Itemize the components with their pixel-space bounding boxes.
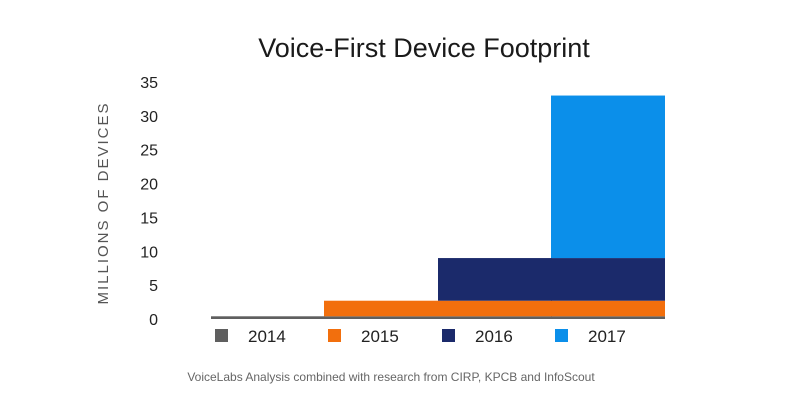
y-axis-label: MILLIONS OF DEVICES (95, 101, 112, 304)
bar-segment-2014-2014 (211, 316, 325, 319)
y-tick-label: 35 (140, 75, 158, 92)
bar-segment-2015-2014 (324, 316, 438, 319)
bar-segment-2017-2016 (551, 258, 665, 301)
legend-label-2017: 2017 (588, 327, 626, 346)
y-axis-ticks: 0 5 10 15 20 25 30 35 (140, 75, 158, 329)
bar-segment-2017-2017 (551, 95, 665, 259)
bar-segment-2016-2015 (438, 300, 552, 317)
legend-swatch-2016 (442, 329, 455, 342)
legend: 2014 2015 2016 2017 (215, 327, 626, 346)
bar-segment-2016-2014 (438, 316, 552, 319)
legend-label-2016: 2016 (475, 327, 513, 346)
y-tick-label: 15 (140, 210, 158, 227)
legend-swatch-2014 (215, 329, 228, 342)
y-tick-label: 30 (140, 109, 158, 126)
bar-segment-2016-2016 (438, 258, 552, 301)
bars (211, 95, 665, 319)
y-tick-label: 20 (140, 177, 158, 194)
y-tick-label: 25 (140, 143, 158, 160)
y-tick-label: 5 (149, 278, 158, 295)
y-tick-label: 0 (149, 312, 158, 329)
source-note: VoiceLabs Analysis combined with researc… (187, 370, 595, 384)
legend-swatch-2015 (328, 329, 341, 342)
legend-label-2014: 2014 (248, 327, 286, 346)
bar-segment-2017-2015 (551, 300, 665, 317)
chart-title: Voice-First Device Footprint (258, 33, 590, 63)
legend-label-2015: 2015 (361, 327, 399, 346)
y-tick-label: 10 (140, 244, 158, 261)
bar-segment-2017-2014 (551, 316, 665, 319)
legend-swatch-2017 (555, 329, 568, 342)
bar-segment-2015-2015 (324, 300, 438, 317)
